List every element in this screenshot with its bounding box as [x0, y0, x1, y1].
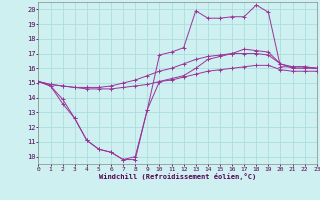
X-axis label: Windchill (Refroidissement éolien,°C): Windchill (Refroidissement éolien,°C): [99, 173, 256, 180]
